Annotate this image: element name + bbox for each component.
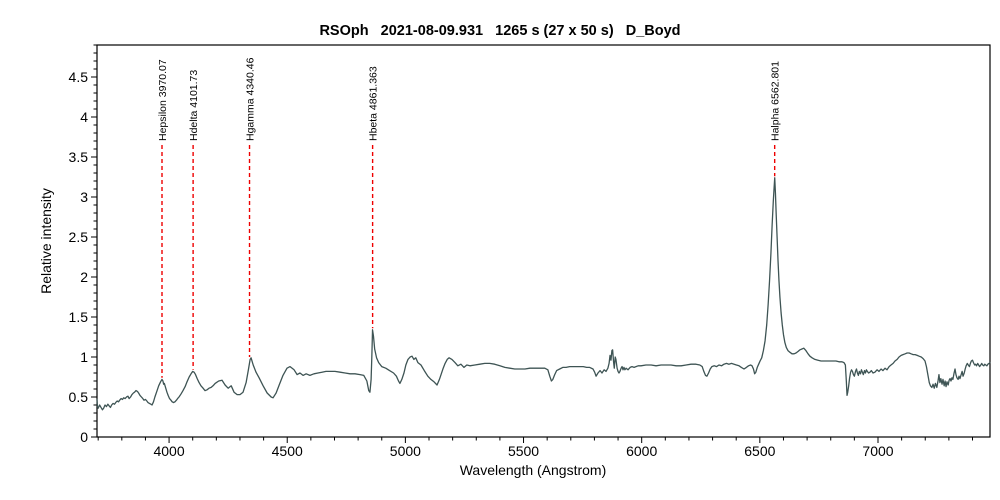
y-axis-tick-label: 1 bbox=[80, 349, 88, 365]
x-axis-title: Wavelength (Angstrom) bbox=[459, 462, 607, 478]
y-axis-tick-label: 0.5 bbox=[69, 389, 89, 405]
x-axis-tick-label: 7000 bbox=[862, 443, 893, 459]
annotation-label-hepsilon: Hepsilon 3970.07 bbox=[157, 59, 169, 141]
plot-frame bbox=[96, 44, 991, 438]
y-axis-tick-label: 4.5 bbox=[69, 69, 89, 85]
y-axis-tick-label: 1.5 bbox=[69, 309, 89, 325]
y-axis-tick-label: 0 bbox=[80, 429, 88, 445]
x-axis-tick-label: 5000 bbox=[390, 443, 421, 459]
y-axis-tick-label: 4 bbox=[80, 109, 88, 125]
annotation-label-halpha: Halpha 6562.801 bbox=[770, 61, 782, 141]
annotation-label-hgamma: Hgamma 4340.46 bbox=[245, 57, 257, 141]
y-axis-tick-label: 2 bbox=[80, 269, 88, 285]
spectrum-line bbox=[96, 177, 991, 411]
x-axis-tick-label: 4000 bbox=[153, 443, 184, 459]
chart-title: RSOph 2021-08-09.931 1265 s (27 x 50 s) … bbox=[319, 23, 681, 39]
annotation-label-hbeta: Hbeta 4861.363 bbox=[368, 66, 380, 141]
annotation-label-hdelta: Hdelta 4101.73 bbox=[188, 70, 200, 141]
x-axis-tick-label: 4500 bbox=[272, 443, 303, 459]
x-axis-tick-label: 6000 bbox=[626, 443, 657, 459]
x-axis-tick-label: 5500 bbox=[508, 443, 539, 459]
y-axis-title: Relative intensity bbox=[38, 188, 54, 294]
y-axis-tick-label: 3.5 bbox=[69, 149, 89, 165]
y-axis-tick-label: 3 bbox=[80, 189, 88, 205]
y-axis-tick-label: 2.5 bbox=[69, 229, 89, 245]
x-axis-tick-label: 6500 bbox=[744, 443, 775, 459]
